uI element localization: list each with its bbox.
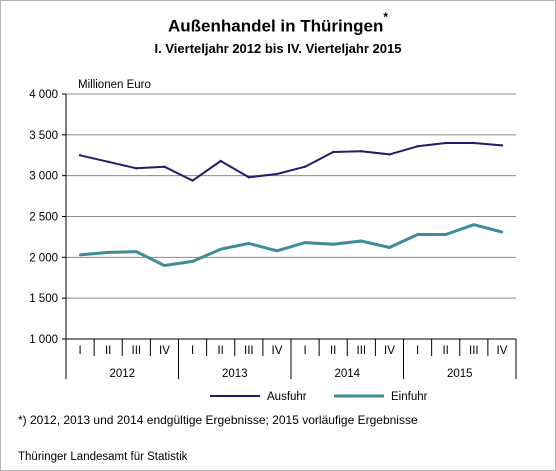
- x-tick-label: III: [132, 345, 142, 357]
- series-lines: [78, 141, 504, 267]
- chart-title: Außenhandel in Thüringen*: [0, 10, 556, 37]
- data-point-einfuhr: [416, 233, 419, 236]
- data-point-einfuhr: [500, 230, 504, 234]
- data-point-ausfuhr: [275, 172, 279, 176]
- legend: Ausfuhr Einfuhr: [210, 391, 428, 403]
- data-point-ausfuhr: [416, 145, 419, 148]
- data-point-einfuhr: [275, 249, 279, 252]
- x-tick-label: II: [105, 345, 111, 357]
- data-point-einfuhr: [360, 239, 363, 243]
- gridlines: [66, 93, 516, 340]
- data-point-ausfuhr: [219, 159, 222, 163]
- data-point-einfuhr: [163, 264, 166, 267]
- x-tick-label: IV: [497, 345, 508, 357]
- year-label: 2012: [109, 368, 135, 380]
- x-tick-label: IV: [159, 345, 170, 357]
- source-note: Thüringer Landesamt für Statistik: [18, 451, 188, 463]
- x-tick-label: II: [217, 345, 223, 357]
- axes: [62, 93, 517, 379]
- data-point-ausfuhr: [247, 176, 251, 179]
- x-tick-label: I: [78, 345, 81, 357]
- x-tick-label: IV: [384, 345, 395, 357]
- x-tick-label: I: [191, 345, 194, 357]
- x-tick-label: III: [469, 345, 479, 357]
- y-tick-label: 3 000: [29, 171, 58, 183]
- x-tick-label: II: [330, 345, 336, 357]
- data-point-ausfuhr: [135, 167, 138, 170]
- data-point-ausfuhr: [303, 165, 307, 168]
- x-tick-label: III: [357, 345, 367, 357]
- x-tick-label: I: [303, 345, 306, 357]
- data-point-einfuhr: [247, 242, 251, 245]
- data-point-ausfuhr: [163, 165, 166, 168]
- x-tick-label: IV: [272, 345, 283, 357]
- data-point-einfuhr: [331, 243, 335, 246]
- data-point-einfuhr: [444, 233, 447, 236]
- y-tick-label: 1 000: [29, 334, 58, 346]
- y-tick-label: 3 500: [29, 130, 58, 142]
- data-point-ausfuhr: [331, 150, 335, 154]
- year-label: 2015: [447, 368, 473, 380]
- chart-title-text: Außenhandel in Thüringen: [168, 16, 384, 36]
- title-footnote-marker: *: [383, 10, 388, 24]
- data-point-einfuhr: [219, 247, 222, 251]
- data-point-einfuhr: [135, 250, 138, 253]
- data-point-einfuhr: [303, 241, 307, 244]
- year-label: 2013: [222, 368, 248, 380]
- data-point-ausfuhr: [444, 141, 447, 145]
- data-point-ausfuhr: [191, 179, 194, 182]
- x-tick-label: I: [416, 345, 419, 357]
- legend-label-einfuhr: Einfuhr: [391, 391, 428, 403]
- y-tick-label: 1 500: [29, 293, 58, 305]
- data-point-einfuhr: [388, 246, 391, 249]
- x-tick-label: III: [244, 345, 254, 357]
- y-tick-label: 4 000: [29, 89, 58, 101]
- data-point-ausfuhr: [360, 149, 363, 153]
- data-point-ausfuhr: [500, 144, 504, 147]
- data-point-ausfuhr: [388, 153, 391, 156]
- footnote: *) 2012, 2013 und 2014 endgültige Ergebn…: [18, 413, 418, 427]
- data-point-einfuhr: [78, 253, 82, 257]
- chart-subtitle: I. Vierteljahr 2012 bis IV. Vierteljahr …: [154, 41, 402, 56]
- y-tick-label: 2 000: [29, 252, 58, 264]
- y-axis-title: Millionen Euro: [78, 79, 151, 91]
- data-point-ausfuhr: [106, 160, 110, 163]
- data-point-einfuhr: [472, 223, 476, 226]
- series-line-einfuhr: [79, 223, 503, 267]
- legend-label-ausfuhr: Ausfuhr: [267, 391, 307, 403]
- data-point-ausfuhr: [78, 154, 82, 157]
- data-point-einfuhr: [106, 251, 110, 254]
- data-point-einfuhr: [191, 260, 194, 263]
- x-tick-label: II: [442, 345, 448, 357]
- y-tick-label: 2 500: [29, 212, 58, 224]
- series-line-ausfuhr: [79, 142, 502, 182]
- data-point-ausfuhr: [472, 141, 476, 145]
- axis-labels: 1 000 1 500 2 000 2 500 3 000 3 500 4 000 Milli…: [29, 79, 507, 380]
- year-label: 2014: [334, 368, 360, 380]
